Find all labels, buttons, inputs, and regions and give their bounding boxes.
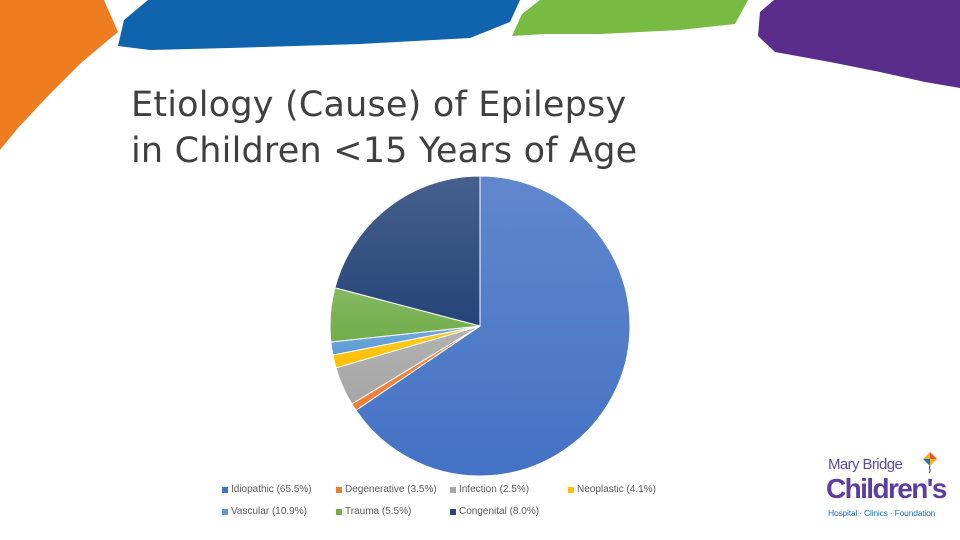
pie-slice-congenital — [334, 175, 481, 327]
chart-legend: Idiopathic (65.5%) Degenerative (3.5%) Inf… — [222, 484, 692, 534]
banner-orange-stroke — [0, 0, 118, 150]
legend-label: Idiopathic (65.5%) — [231, 484, 312, 495]
legend-item-neoplastic: Neoplastic (4.1%) — [568, 484, 656, 495]
legend-item-infection: Infection (2.5%) — [450, 484, 529, 495]
banner-green-stroke — [512, 0, 748, 36]
legend-swatch — [222, 508, 228, 515]
legend-label: Trauma (5.5%) — [345, 506, 412, 517]
logo-line2: Children's — [826, 473, 947, 504]
legend-item-congenital: Congenital (8.0%) — [450, 506, 539, 517]
legend-item-idiopathic: Idiopathic (65.5%) — [222, 484, 312, 495]
legend-label: Vascular (10.9%) — [231, 506, 307, 517]
kite-icon — [923, 452, 937, 474]
slide-title: Etiology (Cause) of Epilepsy in Children… — [131, 82, 751, 174]
legend-swatch — [336, 486, 342, 493]
banner-purple-stroke — [758, 0, 960, 88]
slide-title-line1: Etiology (Cause) of Epilepsy — [131, 85, 627, 125]
logo-line3: Hospital · Clinics · Foundation — [828, 508, 936, 518]
logo-line1: Mary Bridge — [828, 456, 903, 473]
legend-label: Degenerative (3.5%) — [345, 484, 437, 495]
legend-swatch — [450, 508, 456, 515]
legend-item-trauma: Trauma (5.5%) — [336, 506, 411, 517]
slide-title-line2: in Children <15 Years of Age — [131, 131, 638, 171]
legend-item-vascular: Vascular (10.9%) — [222, 506, 307, 517]
mary-bridge-logo: Mary Bridge Children's Hospital · Clinic… — [812, 452, 952, 522]
legend-swatch — [568, 486, 574, 493]
legend-label: Neoplastic (4.1%) — [577, 484, 656, 495]
legend-swatch — [450, 486, 456, 493]
legend-swatch — [336, 508, 342, 515]
legend-label: Congenital (8.0%) — [459, 506, 540, 517]
legend-label: Infection (2.5%) — [459, 484, 530, 495]
banner-blue-stroke — [118, 0, 520, 50]
legend-item-degenerative: Degenerative (3.5%) — [336, 484, 437, 495]
legend-swatch — [222, 486, 228, 493]
decorative-banner — [0, 0, 960, 150]
pie-chart — [329, 175, 631, 477]
pie-slice-idiopathic — [355, 175, 631, 477]
